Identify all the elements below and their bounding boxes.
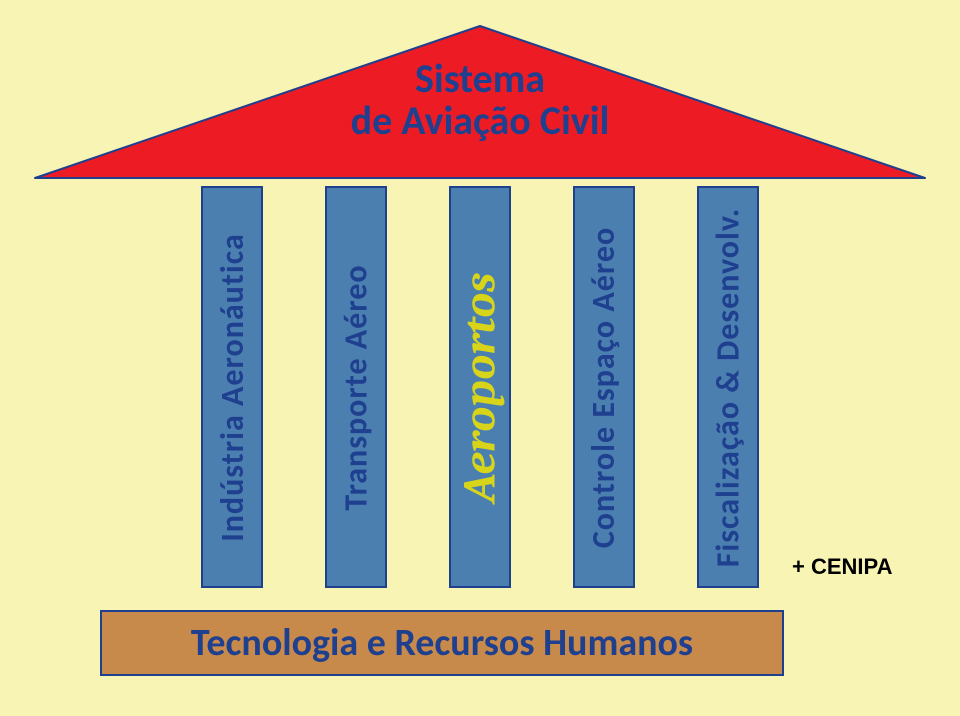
pillars-row: Indústria Aeronáutica Transporte Aéreo A…: [0, 186, 960, 588]
pillar-label: Fiscalização & Desenvolv.: [709, 207, 748, 567]
pillar-label: Aeroportos: [454, 272, 507, 502]
pillar-controle: Controle Espaço Aéreo: [573, 186, 635, 588]
temple-diagram: Sistema de Aviação Civil Indústria Aeron…: [0, 0, 960, 716]
cenipa-note: + CENIPA: [792, 554, 892, 580]
pillar-label: Indústria Aeronáutica: [213, 233, 252, 542]
base-bar: Tecnologia e Recursos Humanos: [100, 610, 784, 676]
pillar-label: Controle Espaço Aéreo: [585, 226, 624, 547]
pillar-industria: Indústria Aeronáutica: [201, 186, 263, 588]
pillar-label: Transporte Aéreo: [337, 264, 376, 510]
roof-title: Sistema de Aviação Civil: [0, 58, 960, 142]
pillar-transporte: Transporte Aéreo: [325, 186, 387, 588]
pillar-fiscalizacao: Fiscalização & Desenvolv.: [697, 186, 759, 588]
roof-title-line2: de Aviação Civil: [0, 100, 960, 142]
pillar-aeroportos: Aeroportos: [449, 186, 511, 588]
roof: Sistema de Aviação Civil: [0, 22, 960, 182]
roof-title-line1: Sistema: [0, 58, 960, 100]
base-label: Tecnologia e Recursos Humanos: [191, 620, 693, 666]
